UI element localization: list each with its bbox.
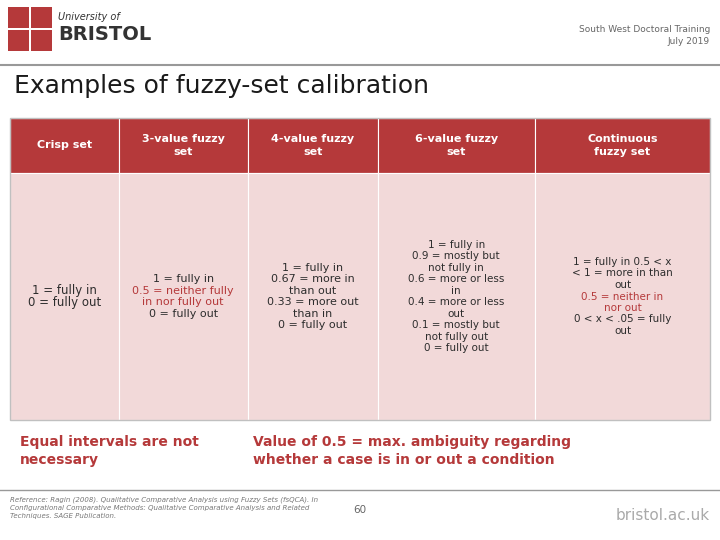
FancyBboxPatch shape	[377, 173, 535, 420]
FancyBboxPatch shape	[31, 7, 52, 28]
Text: 1 = fully in: 1 = fully in	[428, 240, 485, 249]
FancyBboxPatch shape	[535, 173, 710, 420]
Text: 0 = fully out: 0 = fully out	[27, 296, 101, 309]
Text: 0 = fully out: 0 = fully out	[278, 320, 347, 330]
Text: in: in	[451, 286, 461, 296]
Text: 0 = fully out: 0 = fully out	[149, 309, 218, 319]
Text: Equal intervals are not
necessary: Equal intervals are not necessary	[20, 435, 199, 468]
Text: nor out: nor out	[603, 303, 642, 313]
Text: July 2019: July 2019	[668, 37, 710, 46]
Text: < 1 = more in than: < 1 = more in than	[572, 268, 673, 279]
Text: 0.1 = mostly but: 0.1 = mostly but	[413, 320, 500, 330]
Text: 0.6 = more or less: 0.6 = more or less	[408, 274, 505, 284]
FancyBboxPatch shape	[248, 173, 377, 420]
Text: 0.4 = more or less: 0.4 = more or less	[408, 297, 505, 307]
Text: Crisp set: Crisp set	[37, 140, 92, 151]
Text: 4-value fuzzy
set: 4-value fuzzy set	[271, 134, 354, 157]
Text: 0.5 = neither in: 0.5 = neither in	[582, 292, 664, 301]
FancyBboxPatch shape	[8, 7, 29, 28]
FancyBboxPatch shape	[119, 173, 248, 420]
Text: 0 = fully out: 0 = fully out	[424, 343, 489, 353]
Text: 0.33 = more out: 0.33 = more out	[267, 297, 359, 307]
Text: out: out	[614, 280, 631, 290]
Text: 0.5 = neither fully: 0.5 = neither fully	[132, 286, 234, 296]
Text: out: out	[614, 326, 631, 336]
Text: Continuous
fuzzy set: Continuous fuzzy set	[588, 134, 658, 157]
FancyBboxPatch shape	[535, 118, 710, 173]
Text: 1 = fully in: 1 = fully in	[32, 284, 96, 297]
Text: bristol.ac.uk: bristol.ac.uk	[616, 508, 710, 523]
FancyBboxPatch shape	[10, 118, 119, 173]
Text: 1 = fully in 0.5 < x: 1 = fully in 0.5 < x	[573, 257, 672, 267]
FancyBboxPatch shape	[377, 118, 535, 173]
Text: 1 = fully in: 1 = fully in	[153, 274, 214, 284]
Text: 0 < x < .05 = fully: 0 < x < .05 = fully	[574, 314, 671, 325]
FancyBboxPatch shape	[119, 118, 248, 173]
Text: Reference: Ragin (2008). Qualitative Comparative Analysis using Fuzzy Sets (fsQC: Reference: Ragin (2008). Qualitative Com…	[10, 496, 318, 519]
Text: Value of 0.5 = max. ambiguity regarding
whether a case is in or out a condition: Value of 0.5 = max. ambiguity regarding …	[253, 435, 571, 468]
Text: than out: than out	[289, 286, 336, 296]
Text: 6-value fuzzy
set: 6-value fuzzy set	[415, 134, 498, 157]
FancyBboxPatch shape	[10, 173, 119, 420]
Text: South West Doctoral Training: South West Doctoral Training	[579, 25, 710, 35]
Text: not fully in: not fully in	[428, 263, 484, 273]
Text: 60: 60	[354, 505, 366, 515]
Text: not fully out: not fully out	[425, 332, 488, 342]
Text: in nor fully out: in nor fully out	[143, 297, 224, 307]
Text: University of: University of	[58, 12, 120, 22]
FancyBboxPatch shape	[31, 30, 52, 51]
FancyBboxPatch shape	[8, 30, 29, 51]
Text: BRISTOL: BRISTOL	[58, 25, 151, 44]
Text: 3-value fuzzy
set: 3-value fuzzy set	[142, 134, 225, 157]
Text: than in: than in	[293, 309, 333, 319]
Text: Examples of fuzzy-set calibration: Examples of fuzzy-set calibration	[14, 74, 429, 98]
Text: out: out	[448, 309, 465, 319]
FancyBboxPatch shape	[248, 118, 377, 173]
Text: 1 = fully in: 1 = fully in	[282, 263, 343, 273]
Text: 0.9 = mostly but: 0.9 = mostly but	[413, 251, 500, 261]
Text: 0.67 = more in: 0.67 = more in	[271, 274, 355, 284]
